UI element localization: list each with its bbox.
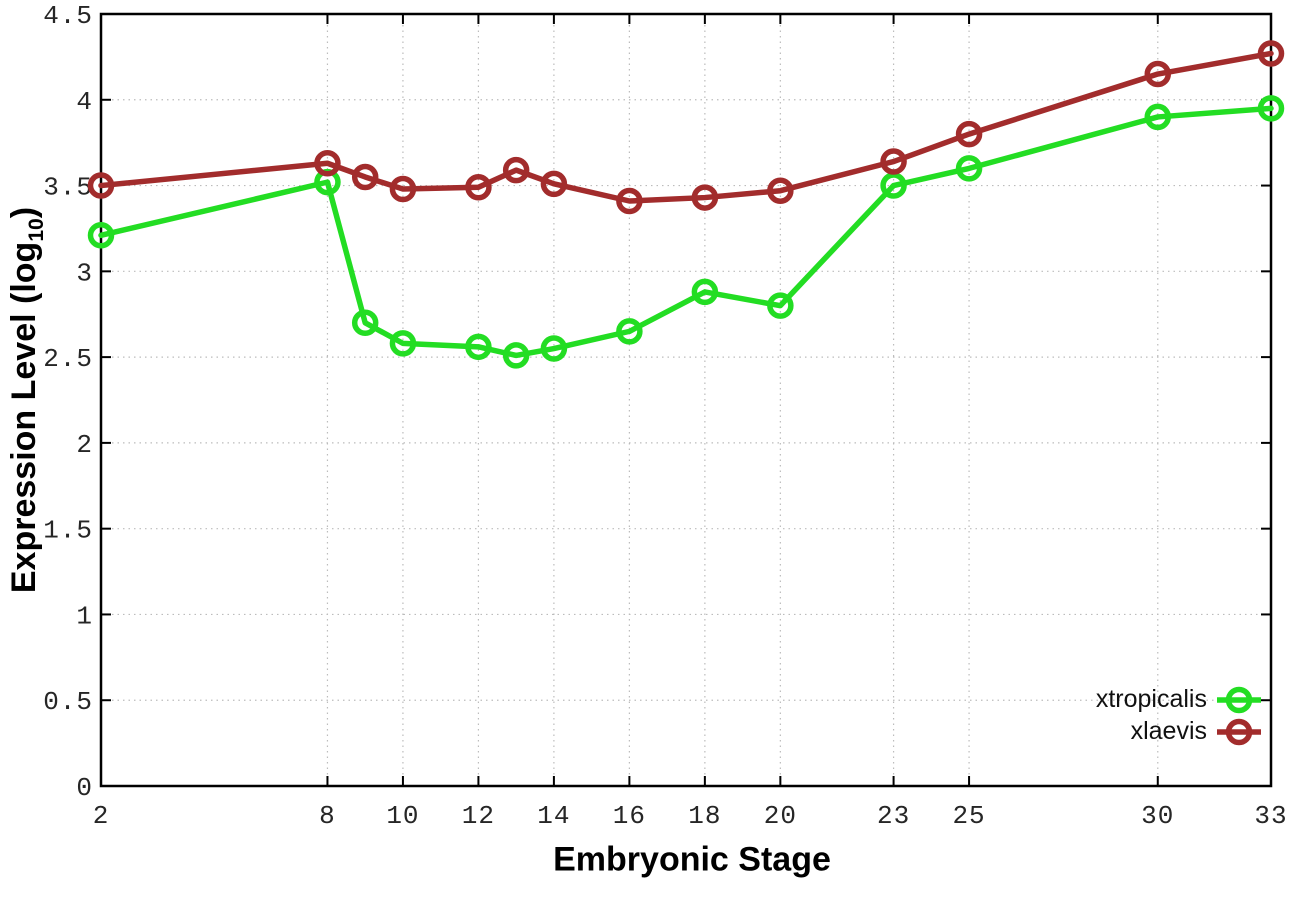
y-axis-title-close: ) (5, 206, 44, 219)
legend: xtropicalis xlaevis (1096, 684, 1262, 747)
x-tick-label: 25 (952, 801, 985, 831)
data-point-xlaevis (1257, 40, 1285, 67)
data-point-xlaevis (502, 156, 530, 184)
x-tick-label: 14 (537, 801, 570, 831)
x-tick-label: 12 (462, 801, 495, 831)
data-point-xtropicalis (691, 278, 719, 306)
data-point-xlaevis (351, 163, 379, 191)
data-point-xtropicalis (1257, 95, 1285, 122)
data-point-xtropicalis (540, 335, 568, 362)
data-point-xlaevis (540, 170, 568, 198)
y-axis-title-subscript: 10 (24, 218, 48, 242)
legend-entry-xtropicalis: xtropicalis (1096, 684, 1262, 715)
data-point-xlaevis (616, 187, 643, 215)
y-axis-title: Expression Level (log10) (5, 207, 49, 593)
x-tick-label: 33 (1254, 801, 1287, 831)
y-tick-label: 2 (76, 430, 93, 460)
legend-label-xlaevis: xlaevis (1130, 717, 1207, 745)
y-tick-label: 2.5 (43, 344, 93, 374)
x-tick-label: 20 (764, 801, 797, 831)
data-point-xtropicalis (87, 222, 115, 249)
x-tick-label: 2 (93, 801, 110, 831)
data-point-xlaevis (955, 120, 983, 148)
data-point-xlaevis (767, 177, 794, 204)
legend-entry-xlaevis: xlaevis (1131, 716, 1262, 747)
data-point-xlaevis (314, 150, 341, 177)
data-point-xlaevis (87, 172, 115, 199)
y-tick-label: 1.5 (43, 516, 93, 546)
data-point-xtropicalis (616, 318, 643, 345)
series-line-xtropicalis (98, 105, 1274, 359)
y-tick-label: 3.5 (43, 173, 93, 203)
data-point-xlaevis (465, 174, 492, 201)
x-tick-label: 16 (613, 801, 646, 831)
y-tick-label: 0 (76, 773, 93, 803)
legend-marker-xtropicalis-icon (1217, 686, 1261, 713)
data-point-xtropicalis (955, 155, 983, 182)
legend-marker-xlaevis-icon (1217, 718, 1261, 745)
series-line-xlaevis (98, 50, 1274, 204)
x-tick-label: 8 (319, 801, 336, 831)
data-point-xtropicalis (1144, 103, 1172, 131)
data-point-xtropicalis (389, 330, 417, 357)
data-point-xtropicalis (465, 333, 492, 361)
y-tick-label: 4 (76, 87, 93, 117)
y-axis-title-text: Expression Level (log (5, 241, 44, 594)
data-point-xtropicalis (502, 342, 530, 369)
data-point-xtropicalis (880, 172, 907, 199)
data-point-xlaevis (691, 184, 719, 211)
data-point-xtropicalis (767, 292, 794, 319)
y-tick-label: 1 (76, 601, 93, 631)
y-tick-label: 3 (76, 258, 93, 288)
x-tick-label: 30 (1141, 801, 1174, 831)
y-tick-label: 0.5 (43, 687, 93, 717)
x-tick-label: 23 (877, 801, 910, 831)
legend-label-xtropicalis: xtropicalis (1095, 685, 1207, 713)
data-point-xlaevis (880, 148, 907, 175)
x-axis-title: Embryonic Stage (553, 840, 831, 879)
x-tick-label: 10 (386, 801, 419, 831)
x-tick-label: 18 (688, 801, 721, 831)
data-point-xtropicalis (351, 309, 379, 337)
data-point-xlaevis (1144, 60, 1172, 88)
y-tick-label: 4.5 (43, 1, 93, 31)
data-point-xlaevis (389, 175, 417, 203)
